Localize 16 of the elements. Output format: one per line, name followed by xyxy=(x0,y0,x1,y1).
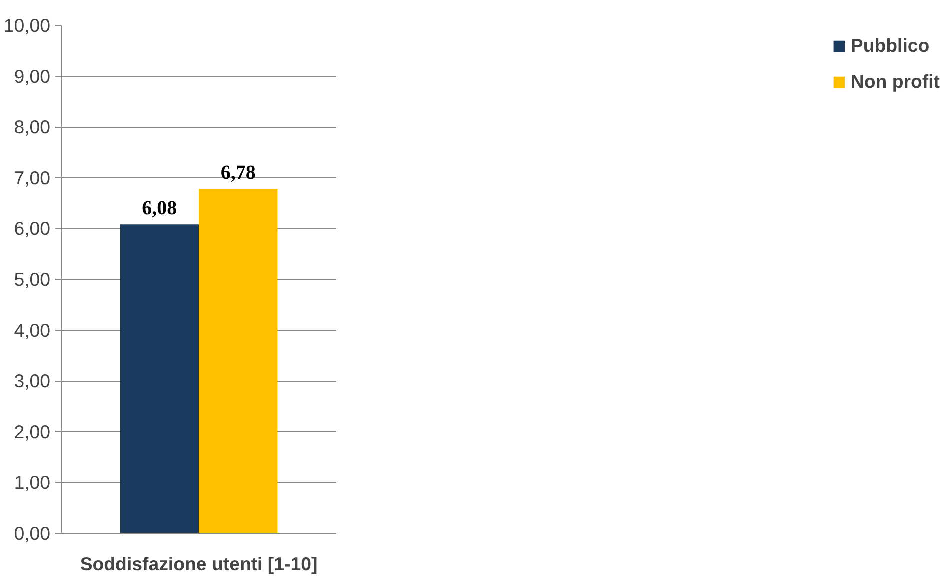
y-tick-label: 5,00 xyxy=(14,269,50,290)
y-tick-label: 0,00 xyxy=(14,523,50,544)
x-tick-label: Soddisfazione utenti [1-10] xyxy=(80,554,318,574)
data-label: 6,08 xyxy=(142,198,178,220)
y-tick-label: 10,00 xyxy=(4,15,50,36)
legend-label: Non profit xyxy=(850,71,940,93)
y-tick-label: 1,00 xyxy=(14,472,50,494)
y-tick-label: 9,00 xyxy=(14,66,50,87)
legend-label: Pubblico xyxy=(850,35,930,57)
data-label: 6,78 xyxy=(220,162,256,184)
y-tick-label: 4,00 xyxy=(14,320,50,341)
y-tick-label: 7,00 xyxy=(14,167,50,188)
y-tick-label: 3,00 xyxy=(14,370,50,392)
y-tick-label: 8,00 xyxy=(14,116,50,138)
y-tick-label: 6,00 xyxy=(14,218,50,240)
y-tick-label: 2,00 xyxy=(14,421,50,442)
